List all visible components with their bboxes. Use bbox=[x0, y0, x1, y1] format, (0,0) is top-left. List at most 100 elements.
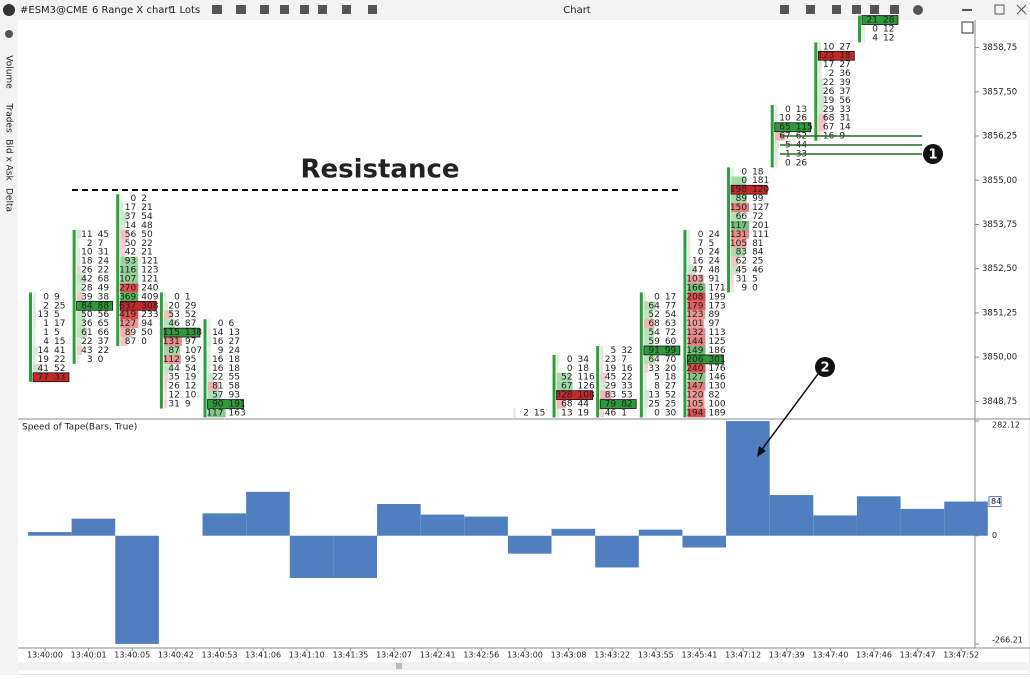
icon[interactable] bbox=[280, 5, 289, 14]
cluster-cell bbox=[818, 104, 824, 114]
price-tick-label: 3851,25 bbox=[982, 308, 1017, 318]
bid-volume: 16 bbox=[692, 257, 704, 267]
ask-volume: 20 bbox=[665, 364, 677, 374]
ask-volume: 301 bbox=[708, 355, 725, 365]
icon[interactable] bbox=[832, 5, 841, 14]
bid-volume: 44 bbox=[168, 364, 180, 374]
bid-volume: 179 bbox=[686, 301, 703, 311]
scroll-thumb[interactable] bbox=[396, 663, 402, 669]
icon[interactable] bbox=[806, 5, 815, 14]
cluster-cell bbox=[556, 372, 571, 382]
bid-volume: 0 bbox=[567, 355, 573, 365]
settings-icon[interactable] bbox=[5, 30, 13, 38]
time-label: 13:40:00 bbox=[27, 651, 63, 660]
bid-volume: 33 bbox=[648, 364, 659, 374]
icon[interactable] bbox=[368, 5, 377, 14]
tape-bar bbox=[464, 516, 508, 536]
max-volume-cell bbox=[599, 399, 637, 409]
cluster-cell bbox=[687, 301, 706, 311]
sidebar-tab[interactable]: Bid x Ask bbox=[4, 139, 14, 181]
ask-volume: 34 bbox=[578, 355, 590, 365]
bid-volume: 8 bbox=[654, 382, 660, 392]
bid-volume: 31 bbox=[168, 399, 179, 409]
icon[interactable] bbox=[236, 5, 246, 14]
cluster-cell bbox=[643, 319, 655, 329]
cluster-cell bbox=[818, 87, 824, 96]
minimize[interactable] bbox=[962, 9, 972, 11]
cluster-cell bbox=[76, 346, 83, 355]
ask-volume: 19 bbox=[185, 373, 197, 383]
cluster-cell bbox=[687, 238, 691, 248]
icon[interactable] bbox=[870, 5, 879, 14]
ask-volume: 201 bbox=[752, 221, 769, 231]
bid-volume: 19 bbox=[823, 96, 835, 106]
bid-volume: 61 bbox=[81, 328, 92, 338]
sidebar-tab[interactable]: Delta bbox=[4, 188, 14, 212]
cluster-cell bbox=[687, 310, 706, 320]
ask-volume: 99 bbox=[665, 346, 677, 356]
ask-volume: 22 bbox=[98, 346, 109, 356]
bid-volume: 52 bbox=[648, 310, 659, 320]
bid-volume: 57 bbox=[212, 391, 223, 401]
scroll-end-button[interactable] bbox=[961, 21, 974, 34]
tape-bar bbox=[726, 421, 770, 536]
scrollbar[interactable] bbox=[18, 662, 1030, 670]
cluster-cell bbox=[731, 256, 739, 266]
cluster-cell bbox=[731, 176, 747, 186]
icon[interactable] bbox=[300, 5, 309, 14]
bid-volume: 46 bbox=[605, 408, 617, 418]
chart-kind[interactable]: 6 Range X chart bbox=[92, 5, 173, 16]
tape-bar bbox=[551, 528, 596, 536]
close[interactable] bbox=[1016, 4, 1027, 15]
bid-volume: 65 bbox=[779, 123, 790, 133]
cluster-cell bbox=[643, 408, 647, 418]
maximize[interactable] bbox=[994, 4, 1005, 15]
cluster-cell bbox=[643, 337, 654, 346]
time-label: 13:47:46 bbox=[856, 651, 892, 660]
ask-volume: 66 bbox=[98, 328, 110, 338]
cluster-cell bbox=[643, 381, 647, 391]
ask-volume: 125 bbox=[708, 337, 725, 347]
cluster-cell bbox=[163, 337, 182, 346]
bid-volume: 0 bbox=[785, 158, 791, 168]
cluster-cell bbox=[774, 149, 778, 159]
ask-volume: 27 bbox=[229, 337, 240, 347]
icon[interactable] bbox=[780, 5, 789, 14]
bid-volume: 50 bbox=[125, 239, 137, 249]
bid-volume: 194 bbox=[686, 408, 703, 418]
lots[interactable]: 1 Lots bbox=[170, 5, 200, 16]
time-label: 13:40:05 bbox=[114, 651, 150, 660]
icon[interactable] bbox=[913, 5, 923, 15]
icon[interactable] bbox=[890, 5, 899, 14]
ask-volume: 2 bbox=[141, 194, 147, 204]
ask-volume: 24 bbox=[708, 230, 720, 240]
cluster-cell bbox=[774, 140, 779, 150]
cluster-cell bbox=[163, 292, 167, 302]
ask-volume: 31 bbox=[98, 248, 109, 258]
bid-volume: 105 bbox=[730, 239, 747, 249]
cluster-cell bbox=[643, 301, 656, 311]
ask-volume: 121 bbox=[141, 257, 158, 267]
bid-volume: 123 bbox=[686, 310, 703, 320]
ask-volume: 82 bbox=[708, 391, 719, 401]
icon[interactable] bbox=[260, 5, 269, 14]
sidebar-tab[interactable]: Volume bbox=[4, 55, 14, 89]
icon[interactable] bbox=[342, 5, 351, 14]
bid-volume: 3 bbox=[87, 355, 93, 365]
bid-volume: 25 bbox=[648, 399, 659, 409]
last-value-label: 84 bbox=[991, 497, 1001, 506]
cluster-cell bbox=[120, 229, 130, 239]
icon[interactable] bbox=[212, 5, 222, 14]
bid-volume: 50 bbox=[81, 310, 93, 320]
app-logo[interactable] bbox=[3, 4, 15, 16]
bid-volume: 29 bbox=[605, 382, 617, 392]
bid-volume: 67 bbox=[561, 382, 572, 392]
symbol[interactable]: #ESM3@CME bbox=[20, 5, 88, 16]
icon[interactable] bbox=[852, 5, 861, 14]
icon[interactable] bbox=[318, 5, 327, 14]
max-volume-cell bbox=[76, 300, 114, 311]
ask-volume: 1 bbox=[621, 408, 627, 418]
cluster-cell bbox=[731, 265, 739, 275]
sidebar-tab[interactable]: Trades bbox=[4, 102, 14, 133]
cluster-cell bbox=[120, 319, 139, 329]
